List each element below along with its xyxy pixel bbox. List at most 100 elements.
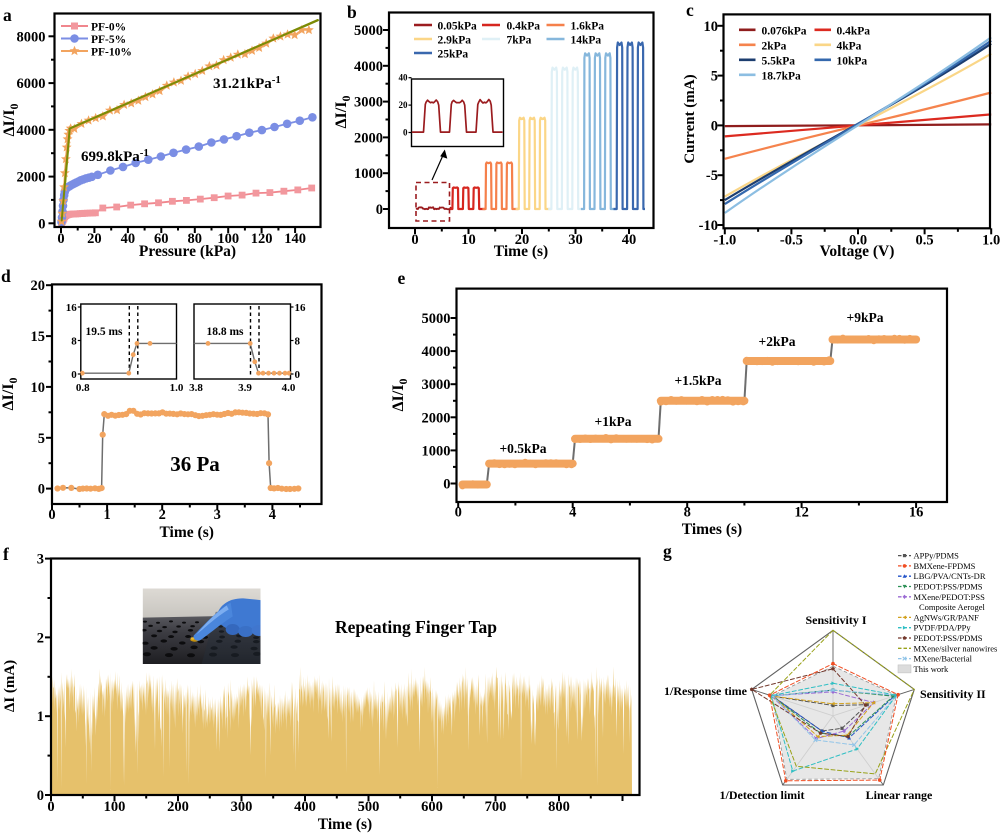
svg-text:8000: 8000 bbox=[17, 29, 46, 45]
svg-text:30: 30 bbox=[568, 232, 583, 248]
svg-text:PEDOT:PSS/PDMS: PEDOT:PSS/PDMS bbox=[914, 633, 983, 643]
svg-text:Time (s): Time (s) bbox=[318, 816, 372, 833]
svg-text:300: 300 bbox=[231, 799, 253, 815]
svg-text:1000: 1000 bbox=[422, 443, 451, 459]
svg-text:c: c bbox=[686, 0, 694, 20]
svg-text:MXene/PEDOT:PSS: MXene/PEDOT:PSS bbox=[914, 592, 986, 602]
svg-text:Voltage (V): Voltage (V) bbox=[820, 243, 895, 260]
svg-text:Linear range: Linear range bbox=[866, 788, 933, 802]
svg-text:700: 700 bbox=[485, 799, 507, 815]
svg-text:Time (s): Time (s) bbox=[494, 243, 548, 260]
svg-text:20: 20 bbox=[87, 231, 102, 247]
svg-text:MXene/Bacterial: MXene/Bacterial bbox=[914, 654, 973, 664]
svg-text:+1kPa: +1kPa bbox=[595, 414, 632, 429]
svg-text:Sensitivity II: Sensitivity II bbox=[920, 687, 986, 701]
svg-text:36 Pa: 36 Pa bbox=[170, 452, 220, 476]
svg-text:2.9kPa: 2.9kPa bbox=[438, 35, 472, 47]
svg-text:+9kPa: +9kPa bbox=[847, 310, 884, 325]
svg-text:0.0: 0.0 bbox=[849, 232, 867, 248]
svg-text:PF-5%: PF-5% bbox=[91, 34, 126, 46]
svg-text:5.5kPa: 5.5kPa bbox=[762, 55, 796, 67]
svg-text:7kPa: 7kPa bbox=[507, 35, 532, 47]
svg-text:0: 0 bbox=[47, 799, 54, 815]
svg-text:3.9: 3.9 bbox=[238, 382, 252, 394]
svg-text:16: 16 bbox=[295, 302, 307, 314]
svg-text:2000: 2000 bbox=[422, 410, 451, 426]
svg-text:3000: 3000 bbox=[422, 377, 451, 393]
svg-text:PF-0%: PF-0% bbox=[91, 22, 126, 34]
svg-text:0: 0 bbox=[37, 788, 44, 804]
svg-text:100: 100 bbox=[104, 799, 126, 815]
svg-text:20: 20 bbox=[31, 278, 46, 294]
svg-text:3.8: 3.8 bbox=[189, 382, 203, 394]
svg-text:ΔI/I0: ΔI/I0 bbox=[0, 378, 20, 411]
svg-text:Repeating Finger Tap: Repeating Finger Tap bbox=[335, 617, 497, 637]
svg-text:6000: 6000 bbox=[17, 76, 46, 92]
svg-text:e: e bbox=[398, 268, 406, 288]
svg-text:0: 0 bbox=[376, 202, 383, 218]
svg-text:16: 16 bbox=[66, 302, 78, 314]
svg-text:500: 500 bbox=[358, 799, 380, 815]
svg-text:2: 2 bbox=[159, 507, 166, 523]
svg-text:1: 1 bbox=[37, 709, 44, 725]
svg-text:10kPa: 10kPa bbox=[837, 55, 868, 67]
svg-text:PF-10%: PF-10% bbox=[91, 47, 132, 59]
svg-text:12: 12 bbox=[794, 505, 809, 521]
svg-text:2kPa: 2kPa bbox=[762, 40, 787, 52]
svg-text:+2kPa: +2kPa bbox=[759, 334, 796, 349]
svg-text:5: 5 bbox=[38, 431, 45, 447]
svg-text:15: 15 bbox=[31, 329, 46, 345]
svg-text:60: 60 bbox=[154, 231, 169, 247]
svg-text:699.8kPa-1: 699.8kPa-1 bbox=[81, 147, 149, 165]
svg-text:25kPa: 25kPa bbox=[438, 49, 469, 61]
svg-text:4000: 4000 bbox=[17, 123, 46, 139]
svg-text:1: 1 bbox=[103, 507, 110, 523]
svg-text:0: 0 bbox=[38, 216, 45, 232]
svg-text:2000: 2000 bbox=[17, 170, 46, 186]
svg-text:b: b bbox=[347, 2, 357, 22]
svg-text:0.8: 0.8 bbox=[76, 382, 90, 394]
svg-text:-5: -5 bbox=[706, 168, 718, 184]
svg-text:8: 8 bbox=[684, 505, 691, 521]
svg-text:ΔI (mA): ΔI (mA) bbox=[2, 660, 18, 712]
svg-text:5: 5 bbox=[711, 69, 718, 85]
svg-text:2: 2 bbox=[37, 630, 44, 646]
svg-text:3: 3 bbox=[214, 507, 221, 523]
svg-text:40: 40 bbox=[399, 73, 409, 83]
svg-text:1.0: 1.0 bbox=[170, 382, 184, 394]
svg-text:4000: 4000 bbox=[422, 344, 451, 360]
svg-text:MXene/silver nanowires: MXene/silver nanowires bbox=[914, 643, 998, 653]
svg-text:0: 0 bbox=[403, 128, 408, 138]
svg-text:0: 0 bbox=[48, 507, 55, 523]
svg-text:0: 0 bbox=[38, 482, 45, 498]
svg-text:80: 80 bbox=[188, 231, 203, 247]
svg-text:PEDOT:PSS/PDMS: PEDOT:PSS/PDMS bbox=[914, 582, 983, 592]
svg-text:g: g bbox=[663, 541, 672, 561]
svg-text:40: 40 bbox=[622, 232, 637, 248]
svg-text:1/Response time: 1/Response time bbox=[664, 684, 748, 698]
svg-text:31.21kPa-1: 31.21kPa-1 bbox=[213, 74, 281, 92]
svg-text:Time (s): Time (s) bbox=[160, 524, 214, 541]
svg-text:LBG/PVA/CNTs-DR: LBG/PVA/CNTs-DR bbox=[914, 571, 986, 581]
svg-text:4: 4 bbox=[569, 505, 576, 521]
svg-text:20: 20 bbox=[399, 100, 409, 110]
svg-text:10: 10 bbox=[31, 380, 46, 396]
svg-text:10: 10 bbox=[461, 232, 476, 248]
svg-text:0.4kPa: 0.4kPa bbox=[837, 25, 871, 37]
svg-text:4000: 4000 bbox=[354, 59, 383, 75]
svg-text:200: 200 bbox=[167, 799, 189, 815]
svg-text:Current (mA): Current (mA) bbox=[682, 74, 698, 163]
svg-text:14kPa: 14kPa bbox=[571, 35, 602, 47]
svg-text:8: 8 bbox=[71, 336, 77, 348]
svg-text:1/Detection limit: 1/Detection limit bbox=[720, 788, 805, 802]
svg-text:Composite Aerogel: Composite Aerogel bbox=[919, 602, 986, 612]
svg-text:140: 140 bbox=[284, 231, 306, 247]
svg-text:1000: 1000 bbox=[354, 166, 383, 182]
svg-text:-1.0: -1.0 bbox=[713, 232, 736, 248]
svg-text:19.5 ms: 19.5 ms bbox=[85, 326, 123, 338]
svg-text:+0.5kPa: +0.5kPa bbox=[499, 441, 546, 456]
svg-text:0: 0 bbox=[71, 369, 77, 381]
svg-text:800: 800 bbox=[548, 799, 570, 815]
svg-text:3: 3 bbox=[37, 552, 44, 568]
svg-text:8: 8 bbox=[295, 336, 301, 348]
